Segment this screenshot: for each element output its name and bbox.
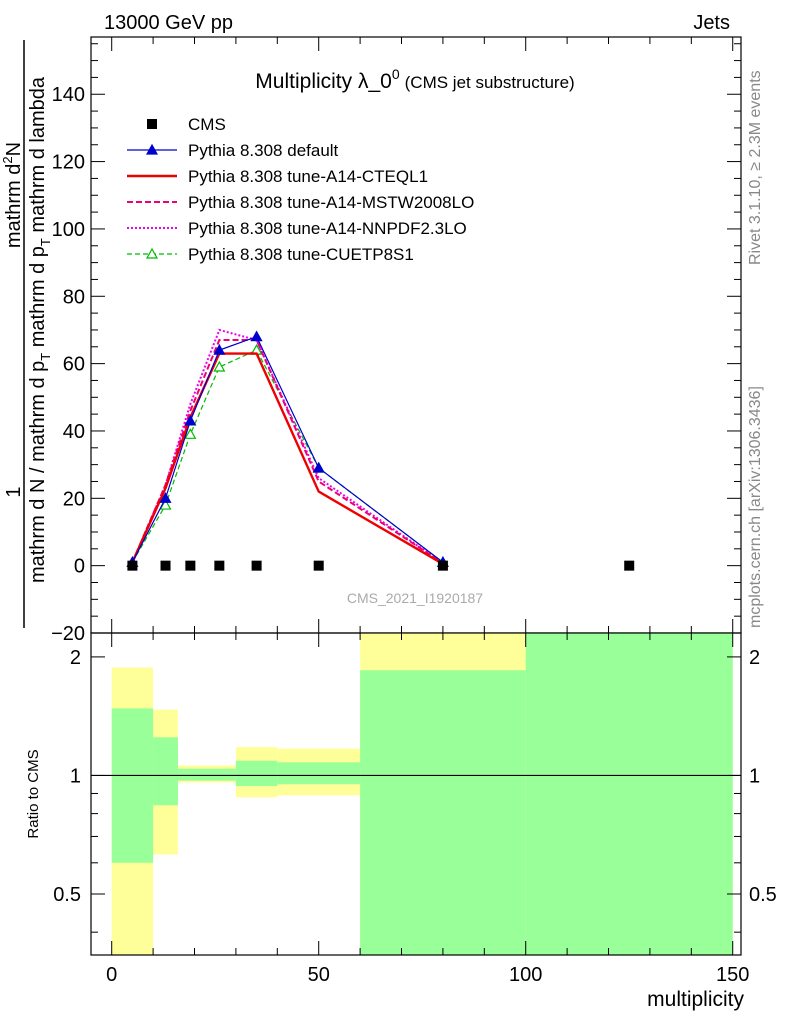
series-point-default <box>184 414 197 426</box>
ratio-band-green <box>111 708 154 863</box>
ylabel-num-sup: 2 <box>0 156 15 163</box>
ratio-band-green <box>153 737 178 806</box>
legend-label-nnpdf: Pythia 8.308 tune-A14-NNPDF2.3LO <box>188 219 467 238</box>
ratio-y-tick-label-right: 1 <box>749 765 760 787</box>
series-point-default <box>159 492 172 503</box>
ratio-band-green <box>177 768 236 781</box>
series-point-cuetp8s1 <box>159 498 172 510</box>
rivet-label: Rivet 3.1.10, ≥ 2.3M events <box>747 70 764 265</box>
ylabel-numerator: mathrm d2N <box>0 142 25 248</box>
main-y-tick-label: 0 <box>74 556 85 578</box>
ratio-y-tick-label-right: 2 <box>749 647 760 669</box>
ratio-band-green <box>525 633 733 955</box>
main-ylabel: 1 mathrm d2N mathrm d N / mathrm d pT ma… <box>0 40 53 628</box>
cms-data-point <box>624 560 635 571</box>
ylabel-den-sub2: T <box>38 238 53 246</box>
legend-label-mstw: Pythia 8.308 tune-A14-MSTW2008LO <box>188 193 474 212</box>
ylabel-numerator-one: 1 <box>3 486 25 497</box>
ratio-y-tick-label-right: 0.5 <box>749 884 777 906</box>
x-tick-label: 0 <box>106 964 117 986</box>
series-point-default <box>250 330 263 342</box>
ratio-y-tick-label-left: 1 <box>70 765 81 787</box>
cms-data-point <box>127 560 138 571</box>
ylabel-den-tail2: mathrm d lambda <box>27 76 49 238</box>
title-sup: 0 <box>392 66 400 82</box>
legend-label-cuetp8s1: Pythia 8.308 tune-CUETP8S1 <box>188 245 414 264</box>
ratio-frame <box>90 632 742 956</box>
x-tick-label: 50 <box>308 964 330 986</box>
legend-label-cteql1: Pythia 8.308 tune-A14-CTEQL1 <box>188 167 428 186</box>
legend-marker-cms <box>147 119 157 129</box>
header-category: Jets <box>693 12 730 34</box>
main-series <box>126 328 635 571</box>
legend: CMS Pythia 8.308 default Pythia 8.308 tune… <box>127 115 474 264</box>
main-y-tick-label: 100 <box>52 219 85 241</box>
header-energy: 13000 GeV pp <box>104 12 233 34</box>
series-point-cuetp8s1 <box>184 428 197 439</box>
cms-data-point <box>251 560 262 571</box>
main-y-tick-label: 120 <box>52 152 85 174</box>
plot-title: Multiplicity λ_00 (CMS jet substructure) <box>255 66 574 93</box>
main-y-tick-label: −20 <box>51 623 85 645</box>
cms-data-point <box>160 560 171 571</box>
ratio-ylabel: Ratio to CMS <box>25 749 42 838</box>
main-y-tick-label: 40 <box>63 421 85 443</box>
analysis-watermark: CMS_2021_I1920187 <box>347 590 483 606</box>
title-sub: (CMS jet substructure) <box>405 73 575 92</box>
cms-data-point <box>214 560 225 571</box>
ratio-y-tick-label-left: 2 <box>70 647 81 669</box>
ratio-bands <box>111 633 733 955</box>
ylabel-den-tail: mathrm d p <box>27 246 49 353</box>
mcplots-label: mcplots.cern.ch [arXiv:1306.3436] <box>747 386 764 628</box>
ratio-band-green <box>277 762 361 785</box>
main-panel: −20 0 20 40 60 80 100 120 140 <box>51 36 742 645</box>
cms-data-point <box>185 560 196 571</box>
ylabel-num-text: mathrm d <box>3 164 25 248</box>
ratio-band-green <box>360 670 526 955</box>
series-point-default <box>312 461 325 473</box>
ylabel-den-text: mathrm d N / mathrm d p <box>27 361 49 583</box>
legend-label-cms: CMS <box>188 115 226 134</box>
ratio-axis-ticks: 0.5 0.5 1 1 2 2 0 50 100 150 <box>53 633 777 986</box>
legend-marker-default <box>145 143 159 155</box>
x-tick-label: 150 <box>716 964 749 986</box>
ratio-panel: 0.5 0.5 1 1 2 2 0 50 100 150 <box>53 632 777 986</box>
x-axis-label: multiplicity <box>647 988 744 1011</box>
main-y-tick-label: 80 <box>63 286 85 308</box>
series-point-cuetp8s1 <box>213 360 226 372</box>
legend-label-default: Pythia 8.308 default <box>188 141 339 160</box>
legend-marker-cuetp8s1 <box>145 247 159 259</box>
ylabel-denominator: mathrm d N / mathrm d pT mathrm d pT mat… <box>27 76 53 583</box>
ratio-y-tick-label-left: 0.5 <box>53 884 81 906</box>
title-main: Multiplicity λ_0 <box>255 70 392 93</box>
main-y-tick-label: 60 <box>63 354 85 376</box>
ylabel-num-tail: N <box>3 142 25 156</box>
ylabel-den-sub: T <box>38 353 53 361</box>
ratio-band-green <box>235 760 278 787</box>
series-point-default <box>213 343 226 355</box>
x-tick-label: 100 <box>509 964 542 986</box>
main-axis-ticks: −20 0 20 40 60 80 100 120 140 <box>51 37 741 645</box>
main-y-tick-label: 140 <box>52 84 85 106</box>
cms-data-point <box>313 560 324 571</box>
main-y-tick-label: 20 <box>63 488 85 510</box>
cms-data-point <box>437 560 448 571</box>
